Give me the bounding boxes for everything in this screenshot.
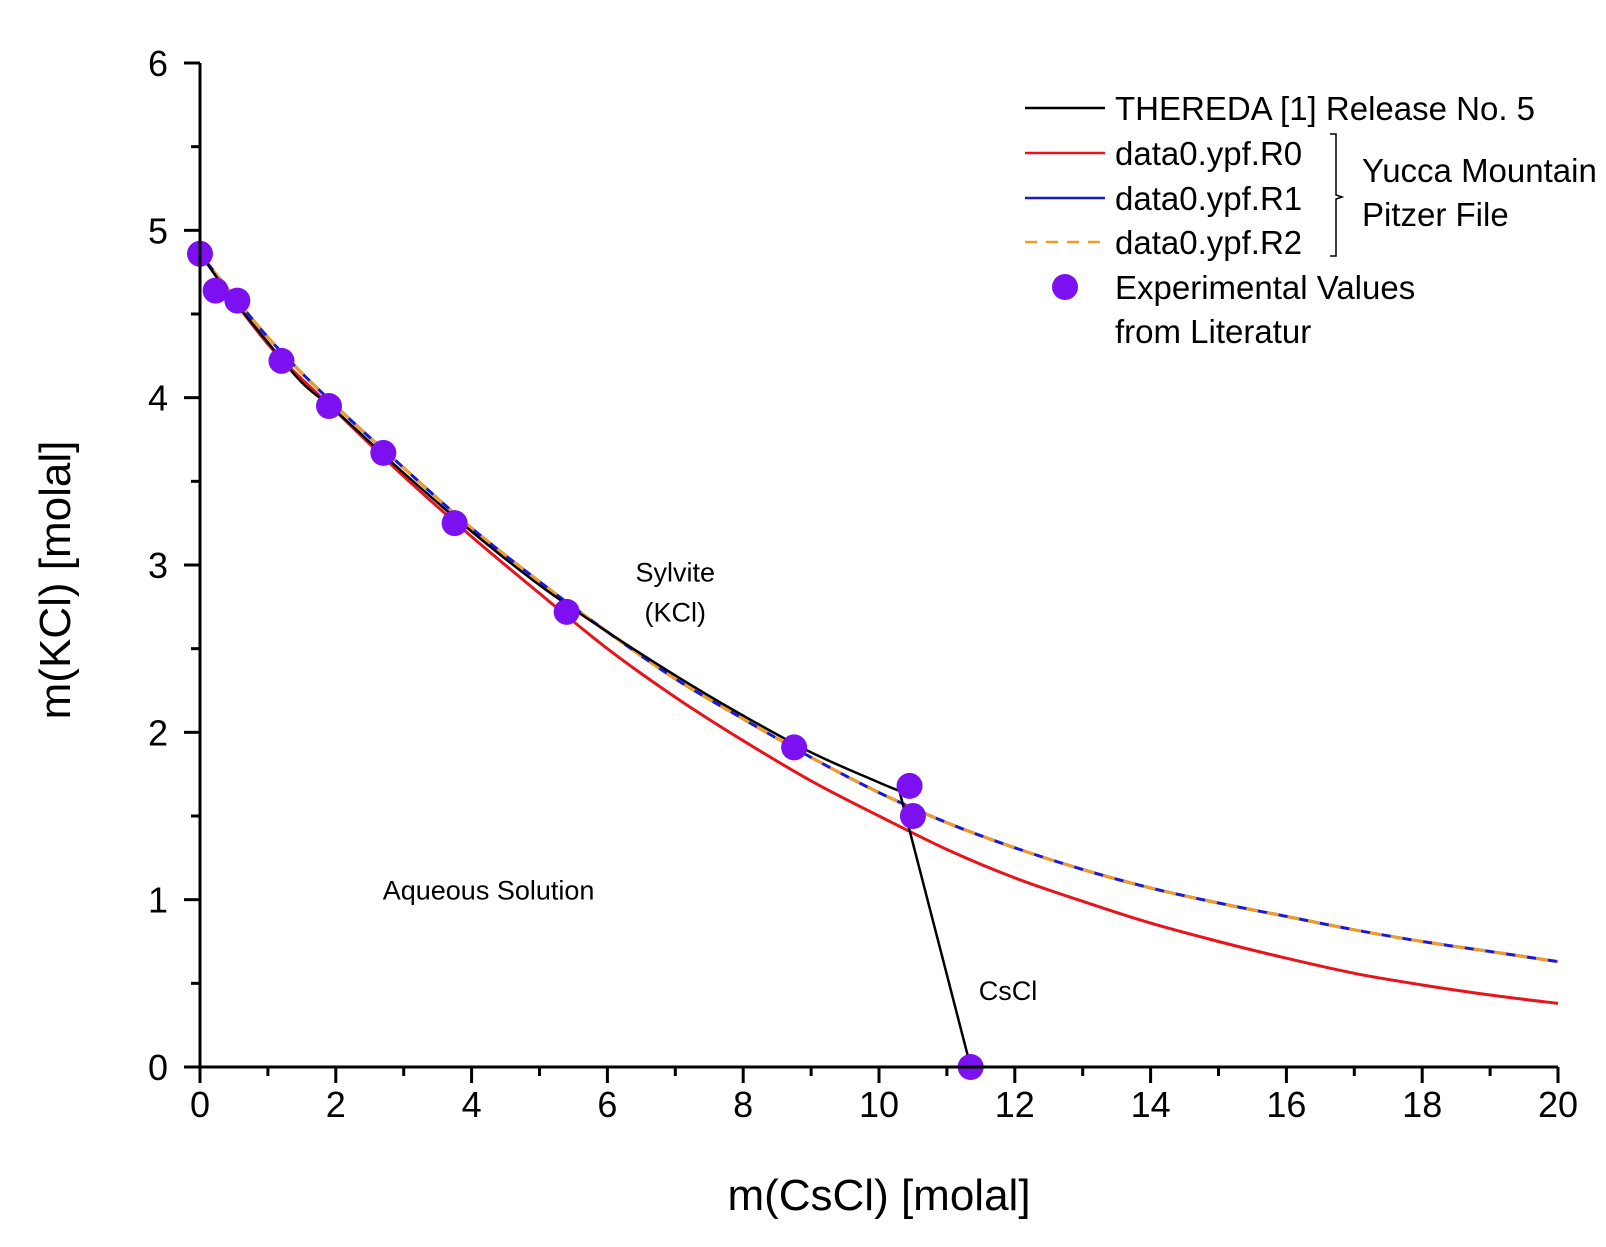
experimental-point xyxy=(268,347,295,374)
y-tick-label: 1 xyxy=(148,880,168,921)
legend: THEREDA [1] Release No. 5 data0.ypf.R0 dat… xyxy=(1025,90,1597,350)
legend-label-r1: data0.ypf.R1 xyxy=(1115,180,1302,217)
annotation-cscl: CsCl xyxy=(979,976,1038,1006)
legend-group-label-line2: Pitzer File xyxy=(1362,196,1509,233)
legend-swatch-experimental xyxy=(1052,274,1078,300)
x-tick-label: 14 xyxy=(1131,1084,1171,1125)
series-line-thereda xyxy=(200,253,972,1068)
legend-label-experimental-line2: from Literatur xyxy=(1115,313,1311,350)
legend-label-experimental: Experimental Values xyxy=(1115,269,1415,306)
annotation-sylvite: Sylvite xyxy=(636,558,716,588)
x-tick-label: 12 xyxy=(995,1084,1035,1125)
x-tick-label: 10 xyxy=(859,1084,899,1125)
annotations: Sylvite (KCl) Aqueous Solution CsCl xyxy=(383,558,1038,1006)
y-tick-label: 0 xyxy=(148,1047,168,1088)
y-tick-label: 5 xyxy=(148,210,168,251)
y-tick-label: 4 xyxy=(148,378,168,419)
x-axis-label: m(CsCl) [molal] xyxy=(727,1171,1030,1220)
y-tick-label: 3 xyxy=(148,545,168,586)
y-tick-label: 6 xyxy=(148,43,168,84)
x-tick-label: 2 xyxy=(326,1084,346,1125)
experimental-point xyxy=(316,393,343,420)
x-tick-label: 16 xyxy=(1266,1084,1306,1125)
annotation-aqueous: Aqueous Solution xyxy=(383,876,595,906)
experimental-points xyxy=(187,240,984,1080)
x-tick-label: 4 xyxy=(462,1084,482,1125)
x-tick-label: 6 xyxy=(597,1084,617,1125)
experimental-point xyxy=(370,439,397,466)
x-tick-label: 0 xyxy=(190,1084,210,1125)
series-layer xyxy=(200,252,1559,1068)
y-axis-label: m(KCl) [molal] xyxy=(31,441,80,720)
annotation-sylvite: (KCl) xyxy=(645,598,707,628)
experimental-point xyxy=(202,277,229,304)
legend-label-r0: data0.ypf.R0 xyxy=(1115,135,1302,172)
experimental-point xyxy=(899,803,926,829)
series-line-r1 xyxy=(200,252,1559,964)
x-tick-label: 18 xyxy=(1402,1084,1442,1125)
experimental-point xyxy=(781,734,808,761)
legend-label-r2: data0.ypf.R2 xyxy=(1115,224,1302,261)
experimental-point xyxy=(224,287,251,314)
y-tick-label: 2 xyxy=(148,712,168,753)
experimental-point xyxy=(896,772,923,799)
experimental-point xyxy=(441,510,468,537)
experimental-point xyxy=(553,598,580,625)
legend-group-brace xyxy=(1330,133,1345,257)
legend-group-label: Yucca Mountain xyxy=(1362,152,1597,189)
x-tick-label: 8 xyxy=(733,1084,753,1125)
legend-label-thereda: THEREDA [1] Release No. 5 xyxy=(1115,90,1535,127)
series-line-r2 xyxy=(200,252,1559,964)
series-line-r0 xyxy=(200,252,1559,1005)
x-tick-label: 20 xyxy=(1538,1084,1578,1125)
